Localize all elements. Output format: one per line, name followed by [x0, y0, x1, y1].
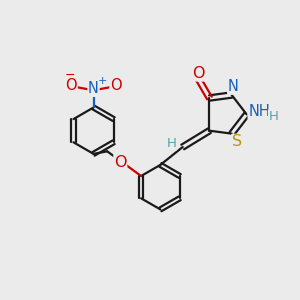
Text: N: N — [88, 81, 99, 96]
Text: O: O — [110, 78, 122, 93]
Text: O: O — [114, 155, 127, 170]
Text: S: S — [232, 134, 242, 149]
Text: H: H — [167, 137, 176, 150]
Text: H: H — [268, 110, 278, 123]
Text: NH: NH — [248, 104, 270, 119]
Text: O: O — [65, 78, 77, 93]
Text: O: O — [192, 66, 204, 81]
Text: N: N — [228, 79, 239, 94]
Text: +: + — [98, 76, 107, 86]
Text: −: − — [65, 69, 75, 82]
